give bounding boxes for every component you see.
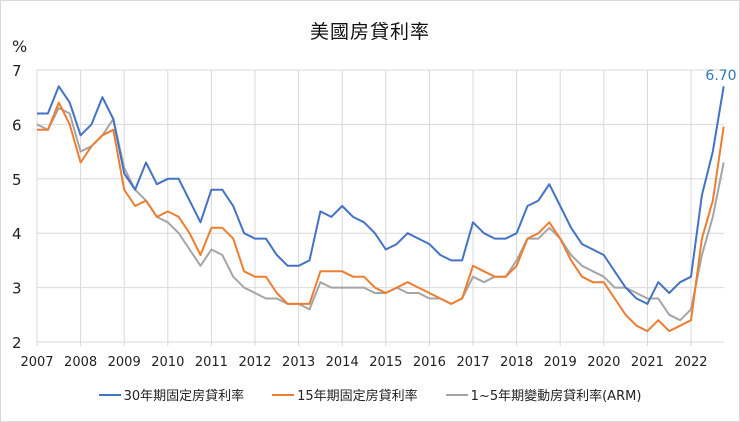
legend-label-arm: 1~5年期變動房貸利率(ARM) (470, 389, 642, 404)
svg-text:2017: 2017 (456, 355, 489, 370)
legend-item-30yr: 30年期固定房貸利率 (98, 385, 245, 404)
y-axis-unit-label: % (12, 37, 28, 56)
svg-text:6: 6 (12, 116, 22, 134)
legend-item-arm: 1~5年期變動房貸利率(ARM) (445, 385, 642, 404)
svg-text:4: 4 (12, 225, 22, 243)
svg-text:2021: 2021 (631, 355, 664, 370)
legend-label-30yr: 30年期固定房貸利率 (123, 389, 245, 404)
svg-text:7: 7 (12, 62, 22, 80)
svg-text:2022: 2022 (674, 355, 707, 370)
gridlines (36, 69, 724, 346)
svg-text:2014: 2014 (326, 355, 359, 370)
legend-swatch-arm (445, 393, 468, 396)
svg-text:2018: 2018 (500, 355, 533, 370)
svg-text:2016: 2016 (413, 355, 446, 370)
svg-text:2015: 2015 (369, 355, 402, 370)
y-axis-ticks: 2 3 4 5 6 7 (12, 62, 22, 352)
legend-swatch-15yr (272, 393, 295, 396)
x-axis-ticks: 2007 2008 2009 2010 2011 2012 2013 2014 2015 2016… (20, 355, 707, 370)
legend-label-15yr: 15年期固定房貸利率 (297, 389, 418, 404)
svg-text:2012: 2012 (238, 355, 271, 370)
chart-title: 美國房貸利率 (309, 21, 430, 43)
svg-text:2008: 2008 (64, 355, 97, 370)
svg-text:2020: 2020 (587, 355, 620, 370)
legend-item-15yr: 15年期固定房貸利率 (272, 385, 418, 404)
svg-text:3: 3 (12, 280, 22, 298)
legend-swatch-30yr (98, 393, 121, 396)
svg-text:2011: 2011 (195, 355, 228, 370)
chart-legend: 30年期固定房貸利率 15年期固定房貸利率 1~5年期變動房貸利率(ARM) (0, 385, 740, 404)
end-value-annotation: 6.70 (705, 68, 736, 84)
svg-text:2013: 2013 (282, 355, 315, 370)
svg-text:5: 5 (12, 171, 22, 189)
svg-text:2007: 2007 (20, 355, 53, 370)
svg-text:6.70: 6.70 (705, 68, 736, 84)
svg-text:2: 2 (12, 334, 22, 352)
series-lines (36, 85, 725, 333)
svg-text:2010: 2010 (151, 355, 184, 370)
svg-text:2009: 2009 (108, 355, 141, 370)
svg-text:2019: 2019 (544, 355, 577, 370)
